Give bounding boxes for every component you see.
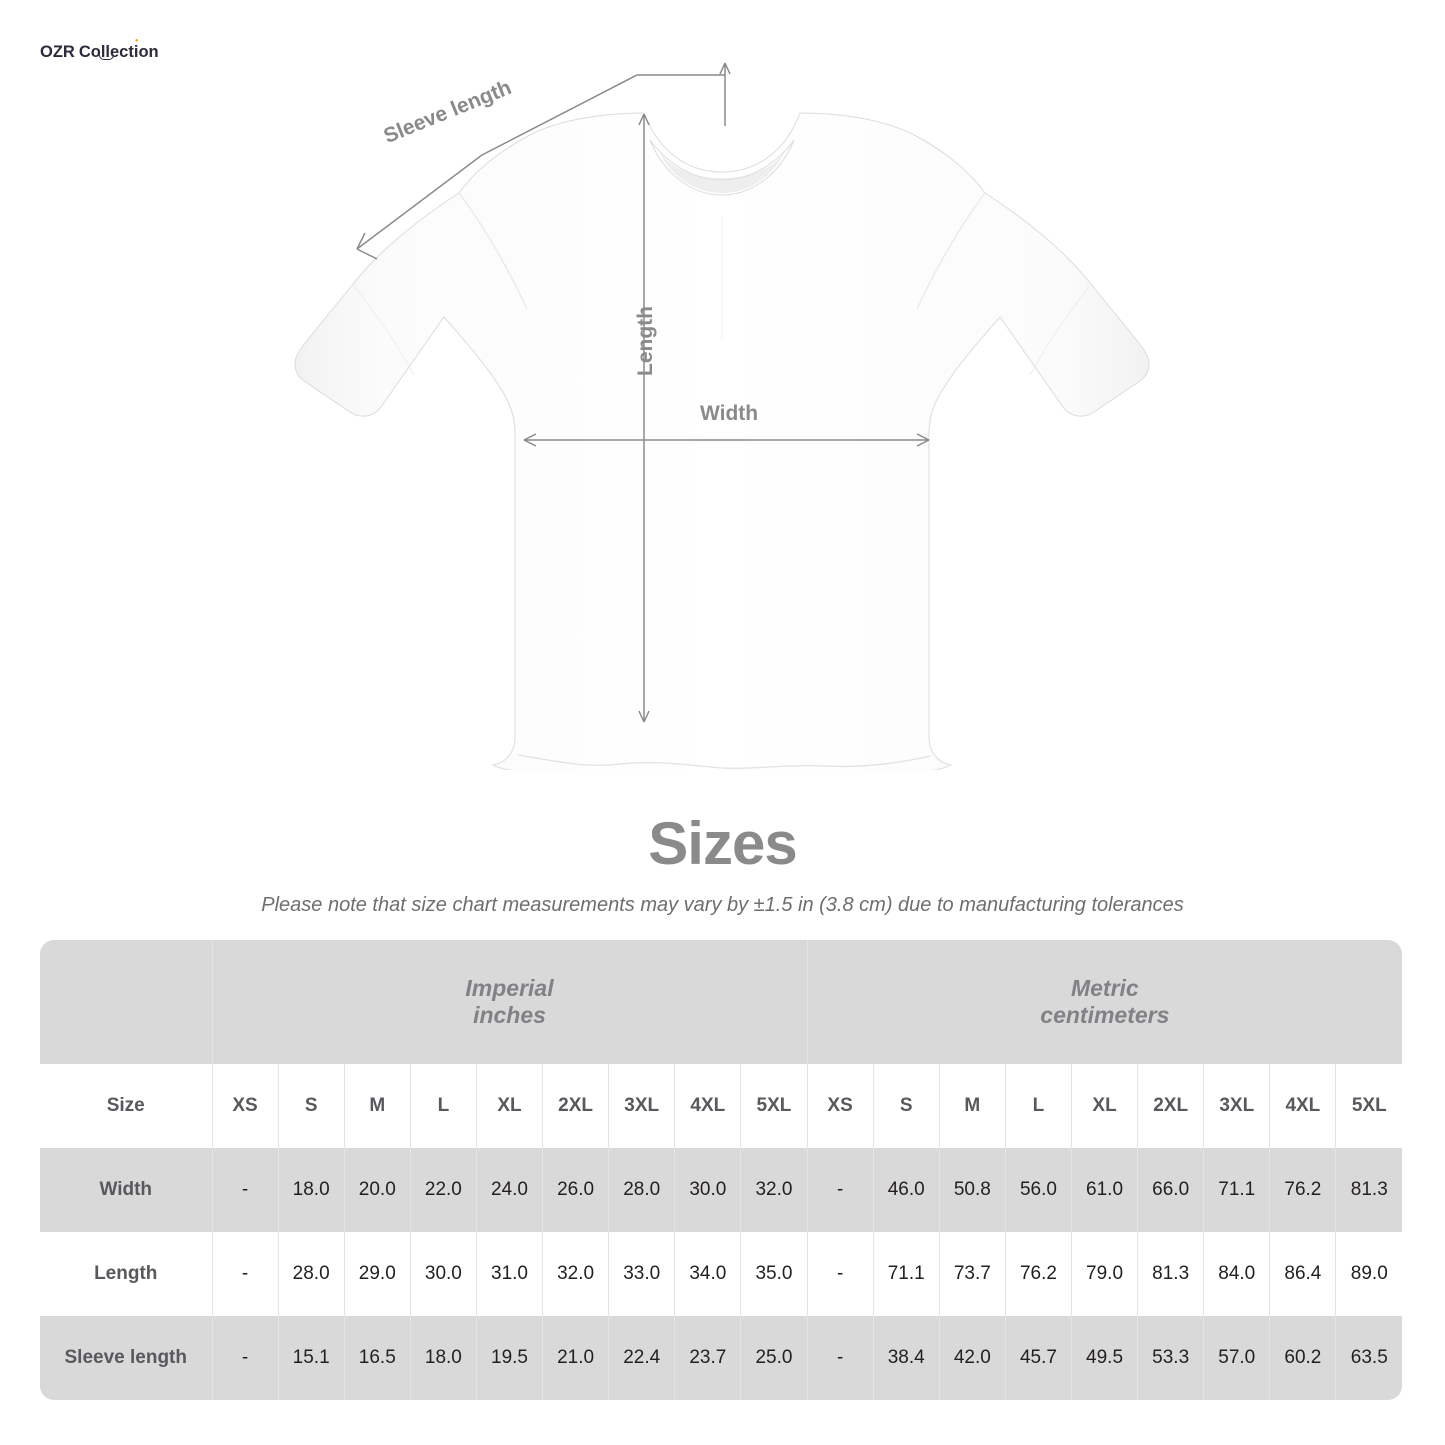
- svg-text:Length: Length: [634, 306, 657, 376]
- svg-text:Width: Width: [700, 402, 758, 425]
- svg-text:Sleeve length: Sleeve length: [380, 76, 514, 148]
